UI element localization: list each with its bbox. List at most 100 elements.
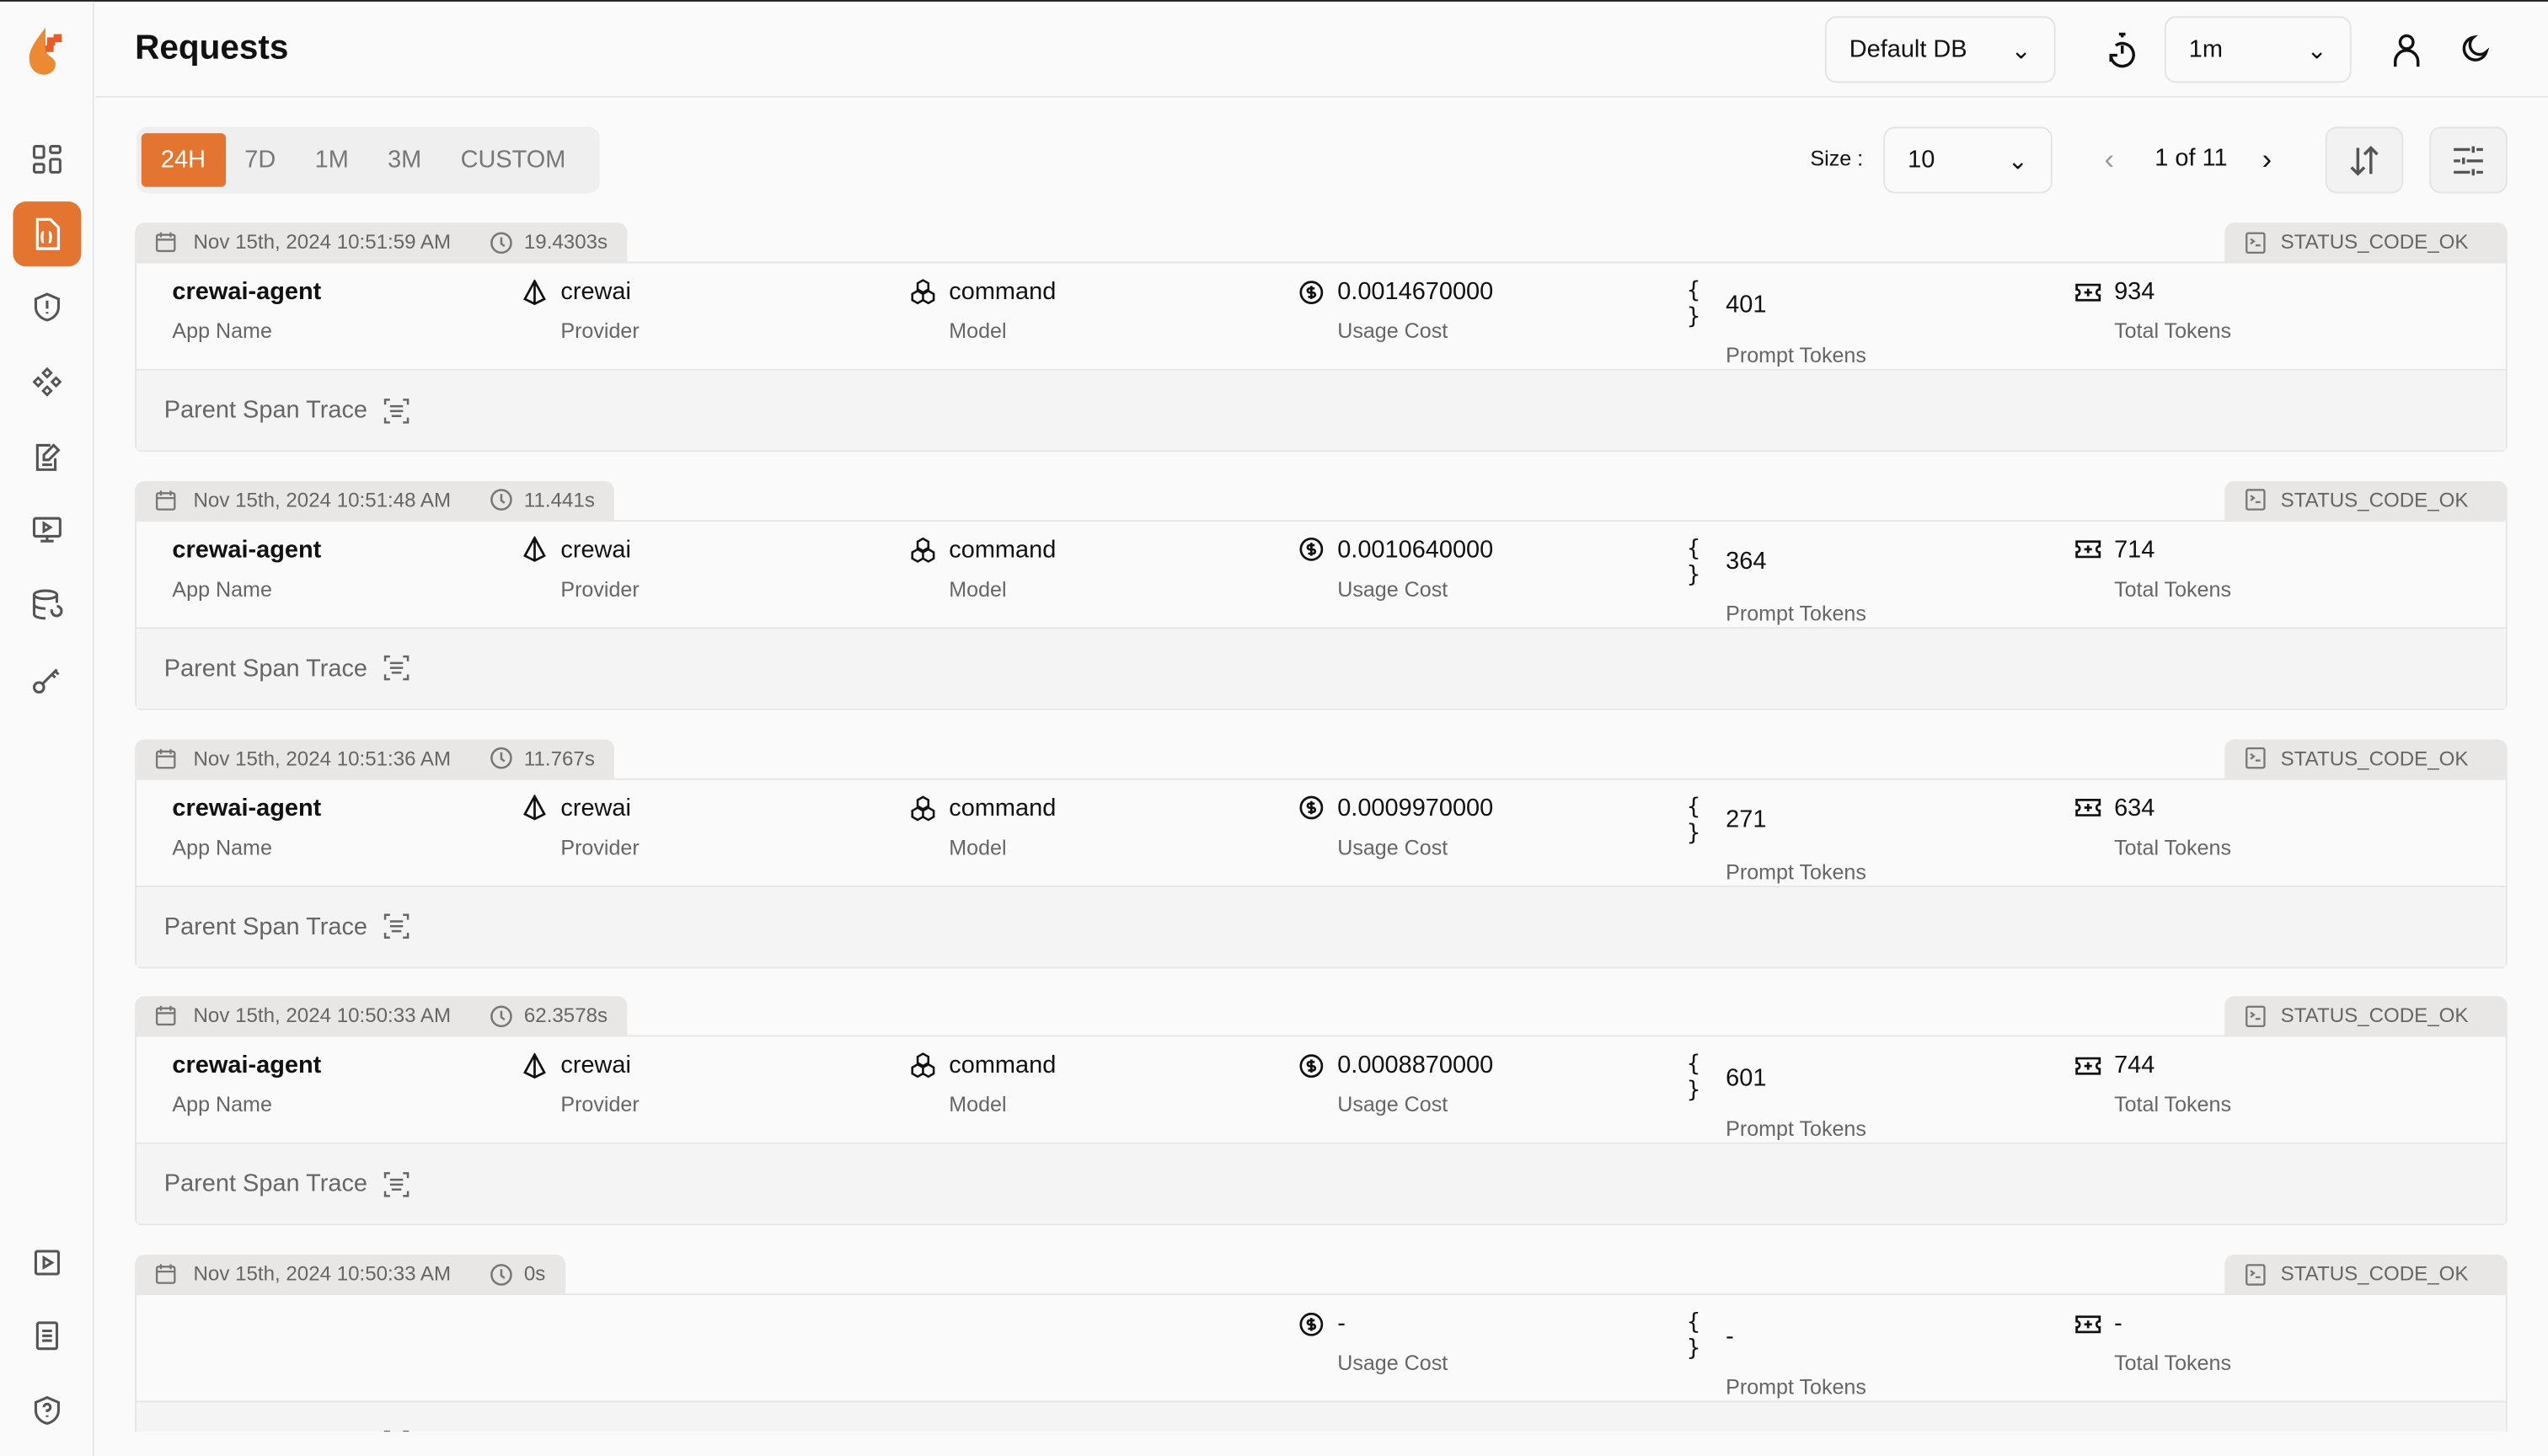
parent-span-trace-label: Parent Span Trace [164, 1429, 367, 1432]
sidebar-item-openground[interactable] [13, 497, 81, 562]
parent-span-trace[interactable]: Parent Span Trace [136, 1402, 2506, 1432]
tab-1m[interactable]: 1M [314, 146, 349, 174]
sidebar-item-vault[interactable] [13, 424, 81, 489]
sort-button[interactable] [2325, 126, 2404, 194]
field-model: command Model [910, 278, 1056, 343]
sidebar-item-docs[interactable] [13, 1303, 81, 1368]
refresh-timer-icon[interactable] [2101, 29, 2144, 72]
terminal-icon [2245, 1004, 2267, 1029]
field-model: command Model [910, 536, 1056, 601]
request-card[interactable]: Nov 15th, 2024 10:51:36 AM 11.767s STATUS… [135, 738, 2508, 968]
field-total-tokens: 634 Total Tokens [2075, 794, 2231, 859]
tab-24h[interactable]: 24H [141, 133, 226, 187]
status-text: STATUS_CODE_OK [2280, 1004, 2469, 1028]
request-meta: Nov 15th, 2024 10:50:33 AM 62.3578s [135, 996, 628, 1036]
app-name-value: crewai-agent [172, 794, 322, 822]
refresh-interval-select[interactable]: 1m ⌄ [2164, 16, 2352, 83]
prev-page-button[interactable]: ‹ [2104, 142, 2115, 175]
field-provider: crewai Provider [522, 794, 640, 859]
request-body: crewai-agent App Name crewai Provider comman… [135, 519, 2508, 710]
status-text: STATUS_CODE_OK [2280, 230, 2469, 254]
calendar-icon [154, 1005, 177, 1028]
request-card[interactable]: Nov 15th, 2024 10:51:59 AM 19.4303s STATU… [135, 222, 2508, 452]
request-body: crewai-agent App Name crewai Provider comman… [135, 261, 2508, 452]
sidebar-item-demo[interactable] [13, 1230, 81, 1295]
usage-cost-icon [1298, 537, 1325, 563]
request-meta: Nov 15th, 2024 10:51:36 AM 11.767s [135, 738, 615, 779]
sidebar-item-api-keys[interactable] [13, 647, 81, 712]
calendar-icon [154, 489, 177, 511]
field-provider: crewai Provider [522, 536, 640, 601]
request-card[interactable]: Nov 15th, 2024 10:51:48 AM 11.441s STATUS… [135, 480, 2508, 710]
request-card[interactable]: Nov 15th, 2024 10:50:33 AM 0s STATUS_CODE… [135, 1255, 2508, 1432]
tab-3m[interactable]: 3M [388, 146, 422, 174]
parent-span-trace[interactable]: Parent Span Trace [136, 628, 2506, 709]
provider-label: Provider [560, 1092, 640, 1117]
request-duration: 0s [523, 1262, 546, 1286]
calendar-icon [154, 747, 177, 769]
prompt-tokens-icon: { } [1686, 794, 1701, 847]
status-badge: STATUS_CODE_OK [2225, 222, 2508, 262]
terminal-icon [2245, 230, 2267, 254]
clock-icon [490, 488, 514, 512]
database-select-value: Default DB [1849, 35, 1967, 64]
tab-7d[interactable]: 7D [244, 146, 276, 174]
request-timestamp: Nov 15th, 2024 10:51:59 AM [193, 230, 452, 254]
sidebar-item-exceptions[interactable] [13, 275, 81, 340]
filter-settings-button[interactable] [2429, 126, 2508, 194]
next-page-button[interactable]: › [2262, 142, 2272, 175]
prompt-tokens-icon: { } [1686, 536, 1701, 588]
user-icon[interactable] [2387, 31, 2426, 70]
request-body: - Usage Cost { } - Prompt Tokens - Total Token… [135, 1293, 2508, 1432]
app-name-label: App Name [172, 1092, 272, 1117]
provider-icon [522, 537, 548, 563]
field-total-tokens: 934 Total Tokens [2075, 278, 2231, 343]
prompt-tokens-value: 271 [1726, 806, 1767, 834]
app-name-value: crewai-agent [172, 1052, 322, 1080]
page-size-select[interactable]: 10 ⌄ [1883, 126, 2053, 194]
status-badge: STATUS_CODE_OK [2225, 738, 2508, 779]
usage-cost-value: 0.0008870000 [1337, 1052, 1494, 1080]
field-usage-cost: - Usage Cost [1298, 1310, 1448, 1375]
play-square-icon [34, 1250, 60, 1276]
clock-icon [490, 230, 514, 254]
shield-question-icon [34, 1395, 60, 1426]
usage-cost-icon [1298, 795, 1325, 821]
usage-cost-value: 0.0014670000 [1337, 277, 1494, 306]
request-fields: crewai-agent App Name crewai Provider comman… [136, 1037, 2506, 1145]
request-card[interactable]: Nov 15th, 2024 10:50:33 AM 62.3578s STATU… [135, 996, 2508, 1226]
notebook-pen-icon [35, 443, 61, 471]
parent-span-trace[interactable]: Parent Span Trace [136, 370, 2506, 451]
prompt-tokens-label: Prompt Tokens [1726, 342, 1866, 367]
request-duration: 11.767s [523, 747, 595, 770]
sidebar-item-requests[interactable] [13, 201, 82, 267]
sidebar-item-help[interactable] [13, 1378, 81, 1443]
model-icon [910, 278, 936, 306]
openlit-logo-icon[interactable] [26, 24, 68, 77]
app-name-value: crewai-agent [172, 536, 322, 564]
parent-span-trace[interactable]: Parent Span Trace [136, 1144, 2506, 1224]
calendar-icon [154, 1263, 177, 1286]
terminal-icon [2245, 1262, 2267, 1287]
database-select[interactable]: Default DB ⌄ [1824, 16, 2056, 83]
request-meta: Nov 15th, 2024 10:51:59 AM 19.4303s [135, 222, 628, 262]
field-provider: crewai Provider [522, 278, 640, 343]
total-tokens-label: Total Tokens [2114, 576, 2231, 602]
prompt-tokens-value: 364 [1726, 548, 1767, 576]
clock-icon [490, 1004, 514, 1029]
tab-custom[interactable]: CUSTOM [460, 146, 566, 174]
sidebar-item-dashboard[interactable] [13, 126, 81, 191]
sidebar-item-prompts[interactable] [13, 350, 81, 415]
usage-cost-value: 0.0010640000 [1337, 536, 1494, 564]
chevron-down-icon: ⌄ [2010, 36, 2031, 65]
prompt-tokens-value: 601 [1726, 1064, 1767, 1092]
parent-span-trace[interactable]: Parent Span Trace [136, 886, 2506, 966]
sidebar-item-database[interactable] [13, 572, 81, 637]
parent-span-trace-label: Parent Span Trace [163, 654, 368, 682]
terminal-icon [2245, 488, 2267, 512]
model-value: command [949, 277, 1057, 306]
field-model: command Model [910, 794, 1056, 859]
moon-icon[interactable] [2454, 31, 2492, 70]
field-prompt-tokens: { } 364 Prompt Tokens [1687, 536, 1866, 625]
total-tokens-value: 934 [2114, 277, 2155, 306]
